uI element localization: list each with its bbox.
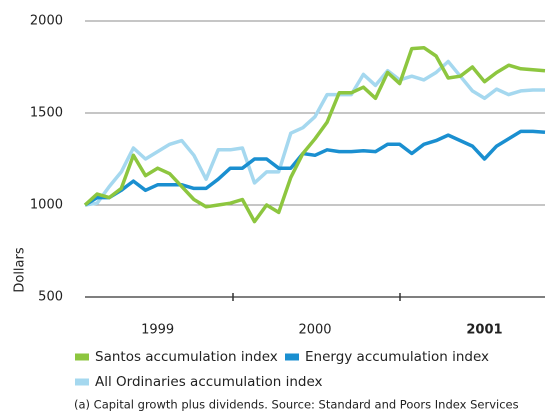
x-tick-label: 2000 (298, 323, 331, 338)
y-tick-label: 1000 (30, 198, 63, 213)
y-axis-label: Dollars (13, 247, 28, 292)
x-tick-label: 2001 (466, 323, 502, 338)
series-line (83, 45, 546, 224)
legend-label: Santos accumulation index (95, 349, 278, 365)
legend-label: Energy accumulation index (305, 349, 489, 365)
series-line (84, 129, 546, 207)
y-tick-label: 1500 (30, 106, 63, 121)
y-tick-label: 2000 (30, 14, 63, 29)
series-line (84, 59, 545, 207)
x-tick-label: 1999 (141, 323, 174, 338)
legend-label: All Ordinaries accumulation index (95, 374, 323, 390)
footnote: (a) Capital growth plus dividends. Sourc… (74, 398, 519, 412)
y-tick-label: 500 (38, 290, 63, 305)
